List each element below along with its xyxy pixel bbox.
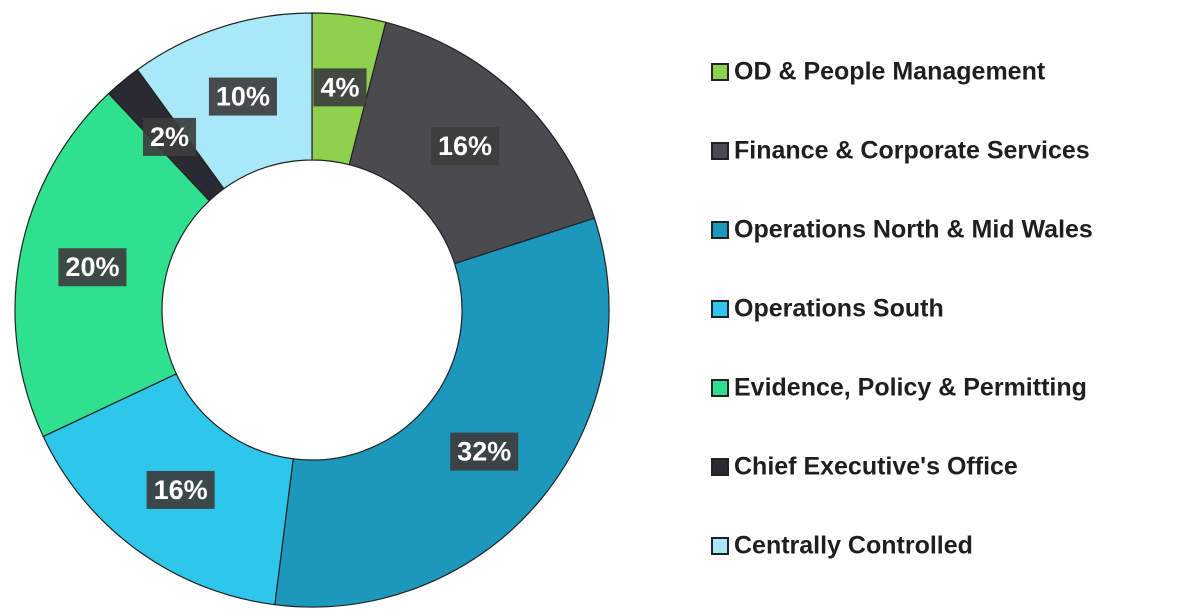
data-label-box — [430, 127, 500, 166]
data-label: 16% — [438, 131, 492, 161]
legend-swatch — [711, 221, 729, 239]
legend-swatch — [711, 537, 729, 555]
data-label: 20% — [65, 252, 119, 282]
data-label: 32% — [457, 437, 511, 467]
legend-label: Centrally Controlled — [734, 532, 973, 560]
legend-label: Finance & Corporate Services — [734, 137, 1090, 165]
legend-label: Operations North & Mid Wales — [734, 216, 1093, 244]
data-label: 10% — [216, 82, 270, 112]
legend-swatch — [711, 142, 729, 160]
legend-swatch — [711, 63, 729, 81]
legend-swatch — [711, 379, 729, 397]
data-label-box — [313, 68, 367, 107]
donut-slice — [274, 217, 610, 608]
legend-swatch — [711, 300, 729, 318]
data-label: 4% — [320, 72, 359, 102]
data-label: 2% — [150, 122, 189, 152]
legend-label: Operations South — [734, 295, 944, 323]
data-label-box — [208, 77, 277, 116]
data-label: 16% — [154, 475, 208, 505]
data-label-box — [143, 117, 197, 156]
data-label-box — [146, 470, 215, 509]
legend-label: OD & People Management — [734, 58, 1046, 86]
legend-label: Chief Executive's Office — [734, 453, 1018, 481]
data-label-box — [450, 432, 519, 471]
data-label-box — [58, 248, 127, 287]
legend-swatch — [711, 458, 729, 476]
legend-label: Evidence, Policy & Permitting — [734, 374, 1087, 402]
